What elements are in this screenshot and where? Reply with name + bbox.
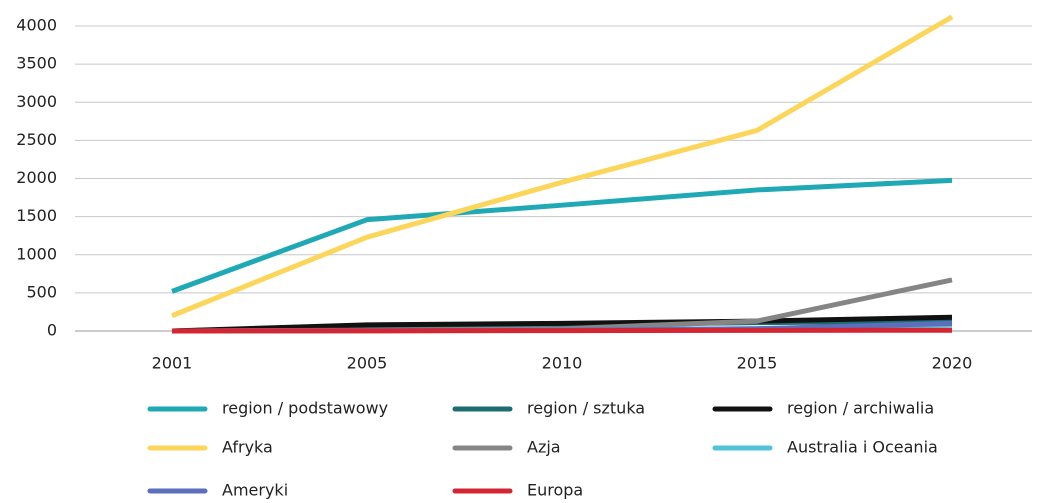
legend-label: Europa [527, 481, 583, 500]
series-line [171, 177, 953, 294]
legend-label: region / podstawowy [222, 399, 388, 418]
y-tick-label: 2500 [16, 130, 57, 149]
y-tick-label: 2000 [16, 168, 57, 187]
x-tick-label: 2001 [152, 354, 193, 373]
legend-label: Azja [527, 438, 561, 457]
legend-label: Afryka [222, 438, 273, 457]
legend-label: region / archiwalia [787, 399, 934, 418]
series-line [171, 14, 954, 319]
legend-label: Ameryki [222, 481, 288, 500]
x-tick-label: 2020 [932, 354, 973, 373]
x-tick-label: 2010 [542, 354, 583, 373]
series-line [171, 327, 953, 334]
y-tick-label: 500 [26, 282, 57, 301]
y-tick-label: 4000 [16, 16, 57, 35]
y-tick-label: 1000 [16, 244, 57, 263]
x-tick-label: 2005 [347, 354, 388, 373]
y-tick-label: 1500 [16, 206, 57, 225]
legend-label: region / sztuka [527, 399, 645, 418]
y-tick-label: 3500 [16, 54, 57, 73]
legend-label: Australia i Oceania [787, 438, 938, 457]
x-tick-label: 2015 [737, 354, 778, 373]
y-tick-label: 3000 [16, 92, 57, 111]
series-line [171, 314, 953, 334]
y-tick-label: 0 [47, 321, 57, 340]
